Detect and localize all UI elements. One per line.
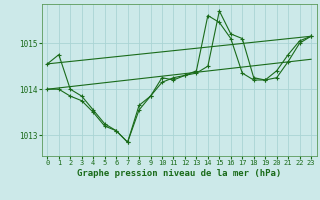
X-axis label: Graphe pression niveau de la mer (hPa): Graphe pression niveau de la mer (hPa)	[77, 169, 281, 178]
